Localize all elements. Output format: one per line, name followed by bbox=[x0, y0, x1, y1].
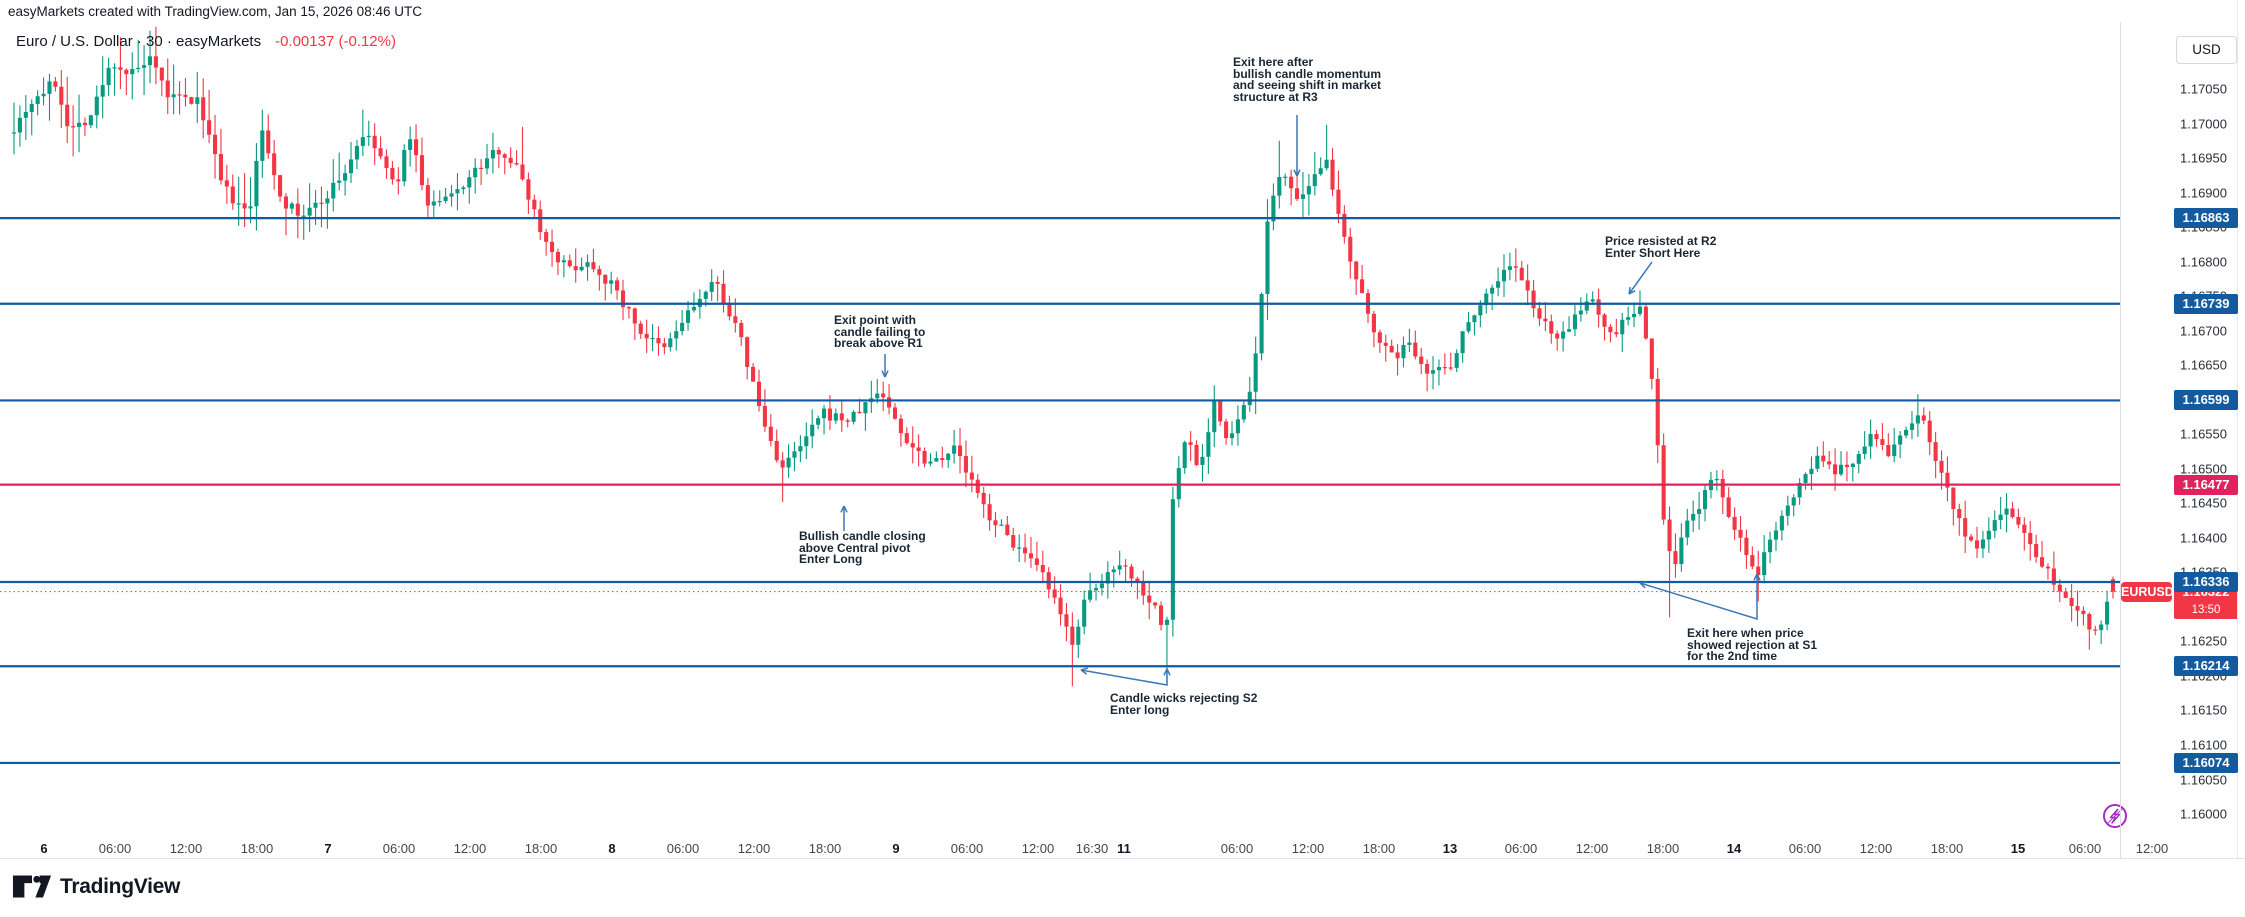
time-tick: 06:00 bbox=[1504, 841, 1538, 856]
price-tick-label: 1.16800 bbox=[2180, 254, 2227, 270]
legend-change-value: -0.00137 (-0.12%) bbox=[275, 33, 396, 50]
price-tick-label: 1.16100 bbox=[2180, 737, 2227, 753]
lightning-bolt-icon[interactable] bbox=[2103, 804, 2127, 828]
time-tick: 06:00 bbox=[1220, 841, 1254, 856]
last-price-symbol-tag: EURUSD bbox=[2121, 581, 2174, 602]
annotation-line: candle failing to bbox=[834, 324, 926, 339]
time-tick: 18:00 bbox=[1646, 841, 1680, 856]
time-tick-day: 14 bbox=[1726, 841, 1742, 856]
time-tick: 06:00 bbox=[2068, 841, 2102, 856]
level-label-S1: 1.16336 bbox=[2174, 572, 2238, 593]
annotation-arrows[interactable] bbox=[840, 115, 1761, 686]
legend-symbol-title[interactable]: Euro / U.S. Dollar · 30 · easyMarkets bbox=[16, 33, 262, 50]
price-tick-label: 1.16250 bbox=[2180, 633, 2227, 649]
candles-layer[interactable] bbox=[11, 26, 2116, 687]
level-label-P: 1.16477 bbox=[2174, 474, 2238, 495]
time-tick-day: 11 bbox=[1117, 841, 1131, 856]
price-tick-label: 1.17000 bbox=[2180, 116, 2227, 132]
time-tick: 12:00 bbox=[169, 841, 203, 856]
time-tick-day: 8 bbox=[608, 841, 616, 856]
annotation-exit-r1[interactable]: Exit point with candle failing to break ab… bbox=[834, 313, 926, 351]
attribution-text: easyMarkets created with TradingView.com… bbox=[8, 4, 422, 19]
price-tick-label: 1.16900 bbox=[2180, 185, 2227, 201]
price-tick-label: 1.16400 bbox=[2180, 530, 2227, 546]
annotation-line: Exit point with bbox=[834, 313, 916, 327]
right-edge-separator bbox=[2237, 0, 2238, 858]
price-tick-label: 1.16150 bbox=[2180, 702, 2227, 718]
annotation-line: for the 2nd time bbox=[1687, 649, 1778, 664]
price-tick-label: 1.16050 bbox=[2180, 772, 2227, 787]
annotation-line: Enter Short Here bbox=[1605, 245, 1701, 260]
annotation-line: above Central pivot bbox=[799, 540, 911, 555]
tradingview-logo-icon bbox=[12, 875, 52, 898]
price-tick-label: 1.17050 bbox=[2180, 81, 2227, 97]
pivot-level-lines[interactable] bbox=[0, 217, 2120, 765]
price-tick-label: 1.16550 bbox=[2180, 426, 2227, 442]
annotation-line: Enter long bbox=[1110, 702, 1170, 717]
annotation-enter-short-r2[interactable]: Price resisted at R2 Enter Short Here bbox=[1605, 234, 1717, 260]
time-tick: 12:00 bbox=[453, 841, 487, 856]
tradingview-logo[interactable]: TradingView bbox=[12, 874, 180, 899]
annotation-exit-r3[interactable]: Exit here after bullish candle momentum an… bbox=[1233, 55, 1382, 104]
time-tick: 06:00 bbox=[98, 841, 132, 856]
annotation-line: Enter Long bbox=[799, 552, 863, 567]
time-tick-day: 15 bbox=[2010, 841, 2026, 856]
price-axis-separator bbox=[2120, 22, 2121, 858]
price-tick-label: 1.16650 bbox=[2180, 357, 2227, 373]
annotation-line: break above R1 bbox=[834, 336, 923, 351]
time-tick: 06:00 bbox=[1788, 841, 1822, 856]
annotation-line: bullish candle momentum bbox=[1233, 66, 1382, 81]
time-tick: 12:00 bbox=[2135, 841, 2169, 856]
level-label-S3: 1.16074 bbox=[2174, 752, 2238, 773]
annotation-line: Bullish candle closing bbox=[799, 529, 926, 543]
time-tick: 18:00 bbox=[808, 841, 842, 856]
level-label-S2: 1.16214 bbox=[2174, 656, 2238, 677]
time-tick: 12:00 bbox=[1575, 841, 1609, 856]
annotation-line: and seeing shift in market bbox=[1233, 78, 1382, 93]
annotation-exit-s1[interactable]: Exit here when price showed rejection at … bbox=[1687, 626, 1818, 664]
time-tick: 06:00 bbox=[666, 841, 700, 856]
time-tick: 12:00 bbox=[737, 841, 771, 856]
time-tick-day: 6 bbox=[40, 841, 48, 856]
price-tick-label: 1.16450 bbox=[2180, 495, 2227, 511]
annotation-line: Exit here after bbox=[1233, 55, 1314, 69]
annotation-line: Price resisted at R2 bbox=[1605, 234, 1717, 248]
time-tick-day: 7 bbox=[324, 841, 332, 856]
annotation-line: Candle wicks rejecting S2 bbox=[1110, 691, 1258, 705]
time-tick: 18:00 bbox=[240, 841, 274, 856]
time-tick-day: 9 bbox=[892, 841, 900, 856]
price-tick-label: 1.16500 bbox=[2180, 461, 2227, 477]
level-label-R3: 1.16863 bbox=[2174, 208, 2238, 229]
annotation-line: Exit here when price bbox=[1687, 626, 1804, 640]
chart-legend[interactable]: Euro / U.S. Dollar · 30 · easyMarkets -0.… bbox=[16, 33, 396, 50]
time-tick: 18:00 bbox=[1362, 841, 1396, 856]
time-tick: 12:00 bbox=[1021, 841, 1055, 856]
time-tick: 06:00 bbox=[950, 841, 984, 856]
price-tick-label: 1.16950 bbox=[2180, 150, 2227, 166]
time-tick: 12:00 bbox=[1291, 841, 1325, 856]
price-tick-label: 1.16700 bbox=[2180, 323, 2227, 339]
time-tick: 18:00 bbox=[1930, 841, 1964, 856]
time-tick: 16:30 bbox=[1075, 841, 1109, 856]
annotation-enter-long-s2[interactable]: Candle wicks rejecting S2 Enter long bbox=[1110, 691, 1258, 717]
price-tick-label: 1.16000 bbox=[2180, 806, 2227, 822]
time-tick: 06:00 bbox=[382, 841, 416, 856]
tradingview-logo-text: TradingView bbox=[60, 874, 181, 898]
level-label-R1: 1.16599 bbox=[2174, 390, 2238, 411]
footer-separator bbox=[0, 858, 2245, 859]
annotation-line: showed rejection at S1 bbox=[1687, 637, 1818, 652]
annotation-enter-long-pivot[interactable]: Bullish candle closing above Central pivo… bbox=[799, 529, 926, 567]
currency-axis-label: USD bbox=[2176, 36, 2237, 64]
time-tick: 18:00 bbox=[524, 841, 558, 856]
candle-countdown: 13:50 bbox=[2191, 603, 2221, 616]
annotation-line: structure at R3 bbox=[1233, 89, 1318, 104]
level-label-R2: 1.16739 bbox=[2174, 293, 2238, 314]
time-tick-day: 13 bbox=[1442, 841, 1458, 856]
time-tick: 12:00 bbox=[1859, 841, 1893, 856]
